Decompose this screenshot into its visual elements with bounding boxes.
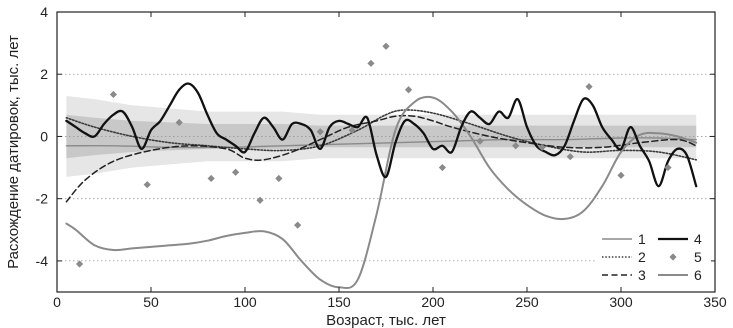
series-layer bbox=[65, 42, 698, 290]
y-tick-label: 0 bbox=[40, 128, 48, 144]
x-tick-label: 250 bbox=[515, 294, 539, 310]
data-point-diamond bbox=[566, 153, 574, 161]
data-point-diamond bbox=[476, 137, 484, 145]
data-point-diamond bbox=[538, 143, 546, 151]
data-point-diamond bbox=[316, 128, 324, 136]
legend-label-1: 1 bbox=[638, 231, 646, 247]
legend-label-5: 5 bbox=[694, 249, 702, 265]
data-point-diamond bbox=[294, 221, 302, 229]
data-point-diamond bbox=[75, 260, 84, 268]
data-point-diamond bbox=[617, 171, 625, 179]
x-tick-label: 50 bbox=[143, 294, 159, 310]
data-point-diamond bbox=[438, 163, 446, 172]
x-tick-label: 300 bbox=[609, 294, 633, 310]
data-point-diamond bbox=[348, 126, 356, 134]
x-tick-label: 350 bbox=[703, 294, 727, 310]
series-2-line bbox=[65, 109, 697, 161]
data-point-diamond bbox=[175, 118, 183, 127]
legend-label-6: 6 bbox=[694, 267, 702, 283]
x-tick-label: 0 bbox=[53, 294, 61, 310]
legend-swatch-5 bbox=[669, 253, 677, 261]
x-tick-label: 150 bbox=[327, 294, 351, 310]
data-point-diamond bbox=[664, 163, 672, 172]
series-5-markers bbox=[75, 42, 672, 268]
data-point-diamond bbox=[404, 86, 413, 94]
legend-label-2: 2 bbox=[638, 249, 646, 265]
y-axis-label: Расхождение датировок, тыс. лет bbox=[5, 35, 22, 269]
series-4-line bbox=[65, 82, 698, 188]
data-point-diamond bbox=[256, 196, 264, 204]
data-point-diamond bbox=[232, 168, 240, 176]
legend-label-4: 4 bbox=[694, 231, 702, 247]
legend-label-3: 3 bbox=[638, 267, 646, 283]
x-tick-label: 200 bbox=[421, 294, 445, 310]
axis-ticks: 0 50 100 150 200 250 300 350 -4 -2 0 2 4 bbox=[36, 4, 727, 310]
plot-frame bbox=[56, 11, 716, 293]
y-tick-label: 2 bbox=[40, 66, 48, 82]
data-point-diamond bbox=[367, 59, 375, 67]
y-tick-label: -4 bbox=[36, 253, 49, 269]
data-point-diamond bbox=[585, 83, 593, 91]
data-point-diamond bbox=[512, 142, 520, 150]
data-point-diamond bbox=[109, 90, 117, 99]
data-point-diamond bbox=[382, 42, 390, 50]
y-tick-label: 4 bbox=[40, 4, 48, 20]
data-point-diamond bbox=[143, 181, 151, 189]
series-6-line bbox=[65, 95, 698, 290]
series-3-line bbox=[65, 114, 697, 203]
x-tick-label: 100 bbox=[233, 294, 257, 310]
x-axis-label: Возраст, тыс. лет bbox=[326, 312, 446, 328]
data-point-diamond bbox=[207, 174, 215, 183]
y-tick-label: -2 bbox=[36, 191, 49, 207]
legend-box bbox=[596, 228, 711, 286]
legend: 1 2 3 4 5 6 bbox=[596, 228, 711, 286]
data-point-diamond bbox=[275, 174, 283, 183]
